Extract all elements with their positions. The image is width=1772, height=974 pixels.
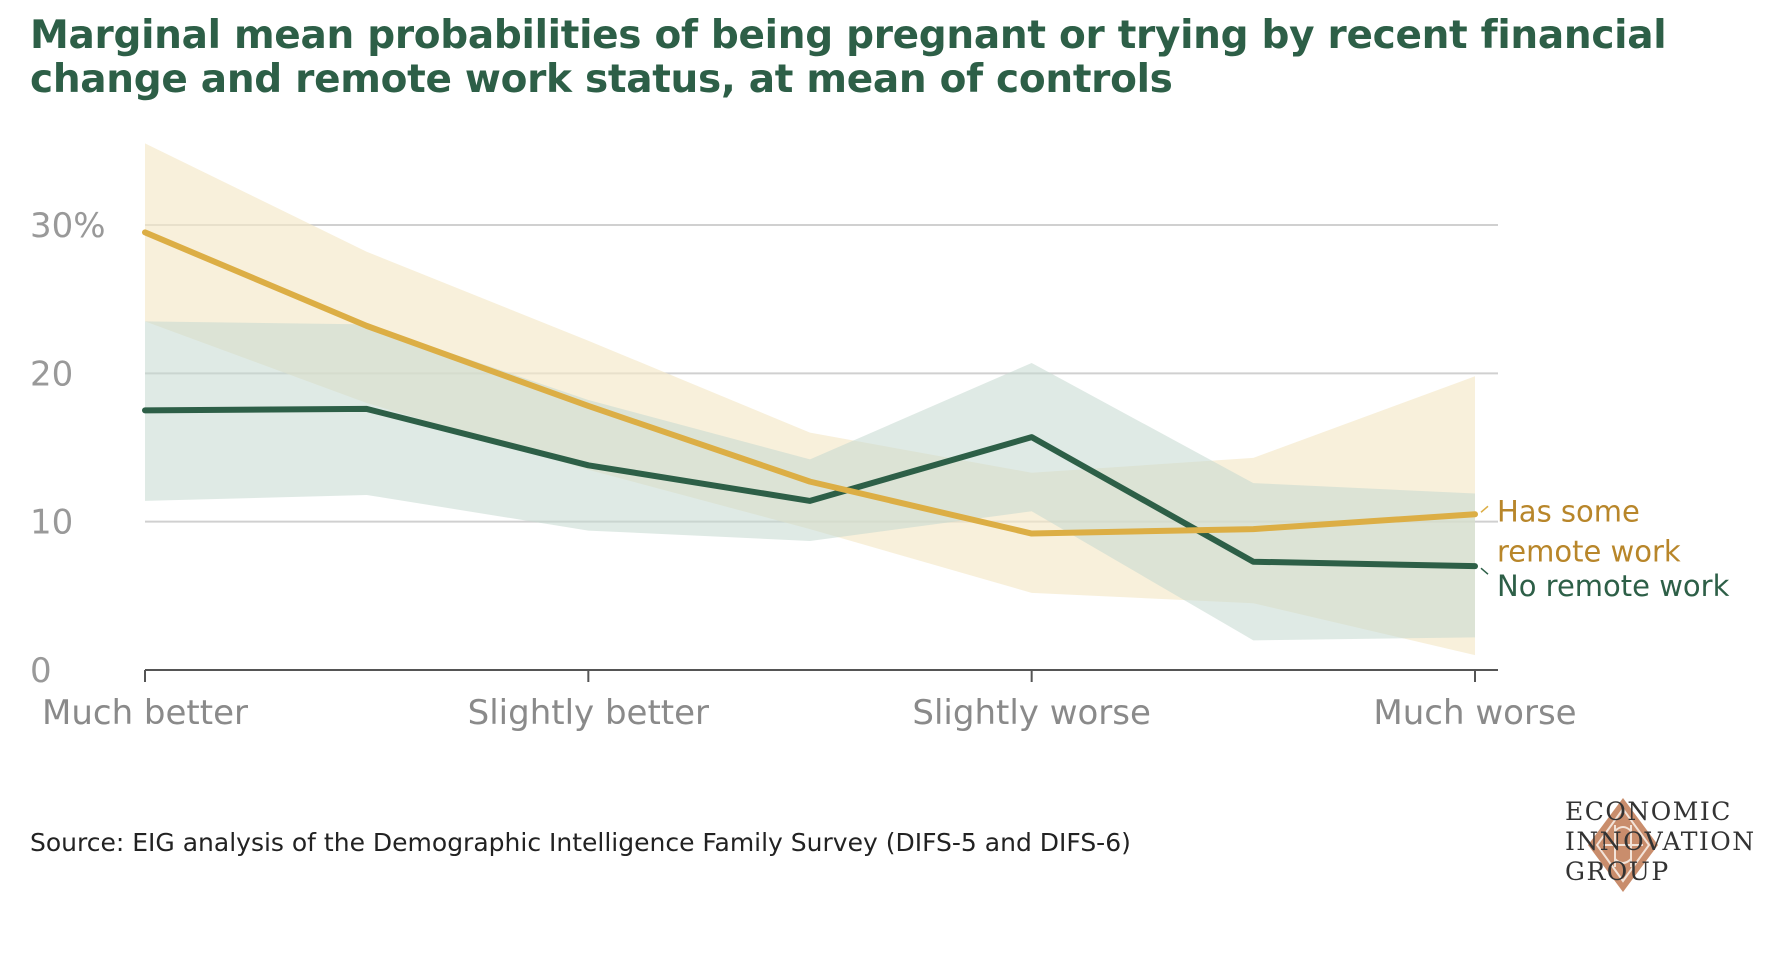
x-tick-label: Much worse — [1373, 693, 1576, 733]
label-leader-no-remote — [1480, 567, 1489, 575]
x-tick-label: Much better — [42, 693, 248, 733]
x-tick-labels: Much better Slightly better Slightly worse… — [42, 693, 1577, 733]
series-label-remote-line-1: Has some — [1497, 494, 1640, 528]
eig-diamond-logo-icon — [1588, 798, 1658, 892]
axes — [144, 669, 1498, 682]
logo-wordmark: ECONOMIC INNOVATION GROUP — [1565, 797, 1756, 887]
label-leader-remote — [1480, 505, 1489, 513]
confidence-bands — [145, 143, 1475, 656]
y-tick-label: 20 — [30, 354, 73, 394]
title-line-2: change and remote work status, at mean o… — [30, 57, 1173, 102]
y-tick-labels: 0 10 20 30% — [30, 206, 106, 691]
logo-line-2: INNOVATION — [1565, 827, 1756, 856]
y-tick-label: 10 — [30, 503, 73, 543]
series-lines — [142, 229, 1478, 570]
chart-area: 0 10 20 30% Much better Slightly better Sligh… — [30, 143, 1730, 733]
series-line-no-remote — [142, 405, 1478, 570]
y-tick-label: 0 — [30, 651, 52, 691]
title-line-1: Marginal mean probabilities of being pre… — [30, 13, 1667, 58]
y-tick-label: 30% — [30, 206, 106, 246]
series-label-no-remote: No remote work — [1497, 569, 1730, 603]
series-label-remote-line-2: remote work — [1497, 534, 1681, 568]
chart-title: Marginal mean probabilities of being pre… — [30, 14, 1750, 102]
source-note: Source: EIG analysis of the Demographic … — [30, 828, 1131, 857]
x-tick-label: Slightly better — [468, 693, 709, 733]
x-tick-label: Slightly worse — [912, 693, 1151, 733]
logo-line-3: GROUP — [1565, 857, 1670, 886]
logo-line-1: ECONOMIC — [1565, 797, 1732, 826]
series-line-remote — [142, 229, 1478, 537]
